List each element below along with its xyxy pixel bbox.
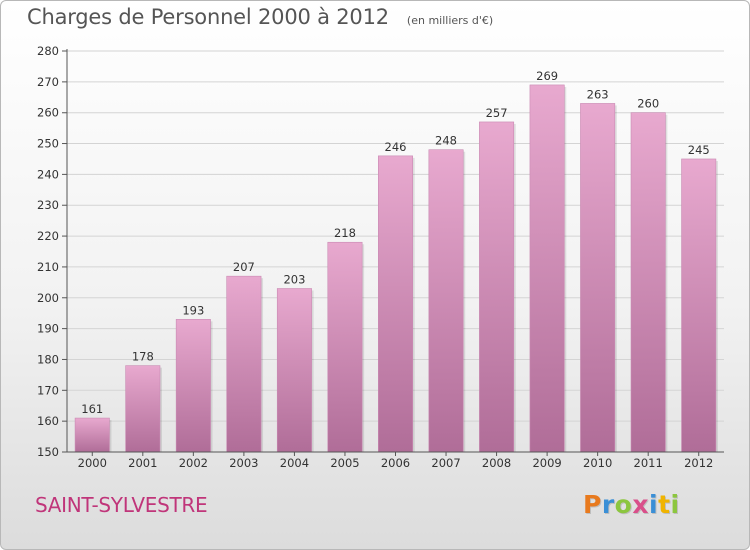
value-label: 246 <box>385 140 407 154</box>
logo-letter: r <box>601 490 615 519</box>
bar-2011 <box>630 112 666 453</box>
bar-2004 <box>276 288 312 453</box>
x-tick-label: 2001 <box>128 456 157 470</box>
proxiti-logo[interactable]: Proxiti <box>583 490 680 519</box>
bar-2003 <box>226 275 262 453</box>
y-tick-label: 280 <box>37 44 59 58</box>
x-tick-label: 2012 <box>684 456 713 470</box>
bar-2006 <box>378 155 413 453</box>
y-tick-label: 150 <box>37 445 59 459</box>
x-tick-label: 2010 <box>583 456 612 470</box>
bar-2005 <box>327 241 363 453</box>
chart-title: Charges de Personnel 2000 à 2012 <box>27 5 389 29</box>
bar-2012 <box>681 158 717 453</box>
bar-2002 <box>175 319 211 453</box>
y-tick-label: 250 <box>37 137 59 151</box>
y-tick-label: 240 <box>37 167 59 181</box>
x-tick-label: 2000 <box>78 456 107 470</box>
value-label: 260 <box>637 97 659 111</box>
x-tick-label: 2003 <box>229 456 258 470</box>
y-tick-label: 170 <box>37 383 59 397</box>
y-tick-label: 260 <box>37 106 59 120</box>
y-tick-label: 160 <box>37 414 59 428</box>
chart-subtitle: (en milliers d'€) <box>406 14 494 27</box>
bar-2000 <box>74 417 110 453</box>
y-tick-label: 230 <box>37 198 59 212</box>
value-label: 218 <box>334 226 356 240</box>
bar-2007 <box>428 149 464 453</box>
x-tick-label: 2007 <box>431 456 460 470</box>
x-tick-label: 2004 <box>280 456 309 470</box>
y-tick-label: 220 <box>37 229 59 243</box>
x-tick-label: 2002 <box>179 456 208 470</box>
value-label: 203 <box>283 273 305 287</box>
logo-letter: P <box>583 490 602 519</box>
logo-letter: i <box>649 490 659 519</box>
bar-2009 <box>529 84 565 453</box>
logo-letter: i <box>670 490 680 519</box>
y-tick-label: 180 <box>37 352 59 366</box>
x-tick-label: 2008 <box>482 456 511 470</box>
value-label: 257 <box>486 106 508 120</box>
bar-2008 <box>479 121 515 453</box>
commune-name: SAINT-SYLVESTRE <box>35 493 208 517</box>
bar-2010 <box>580 103 616 453</box>
value-label: 207 <box>233 260 255 274</box>
y-tick-label: 190 <box>37 322 59 336</box>
y-tick-label: 270 <box>37 75 59 89</box>
logo-letter: o <box>614 490 633 519</box>
logo-letter: x <box>632 490 649 519</box>
bar-2001 <box>125 365 161 453</box>
value-label: 263 <box>587 87 609 101</box>
value-label: 245 <box>688 143 710 157</box>
value-label: 178 <box>132 350 154 364</box>
value-label: 269 <box>536 69 558 83</box>
x-tick-label: 2009 <box>532 456 561 470</box>
y-tick-label: 210 <box>37 260 59 274</box>
value-label: 161 <box>81 402 103 416</box>
x-tick-label: 2011 <box>634 456 663 470</box>
title-row: Charges de Personnel 2000 à 2012 (en mil… <box>27 5 493 29</box>
x-tick-label: 2006 <box>381 456 410 470</box>
y-tick-label: 200 <box>37 291 59 305</box>
logo-letter: t <box>658 490 671 519</box>
value-label: 193 <box>182 303 204 317</box>
x-tick-label: 2005 <box>330 456 359 470</box>
value-label: 248 <box>435 134 457 148</box>
